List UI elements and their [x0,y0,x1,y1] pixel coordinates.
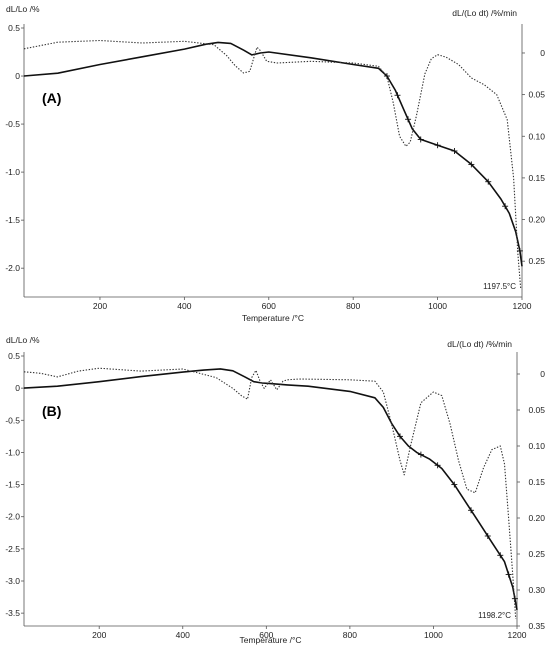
y-right-tick-label: 0.25 [528,549,545,559]
y-left-tick-label: -1.0 [5,167,20,177]
curve-marker [505,571,512,578]
y-right-tick-label: 0.20 [528,513,545,523]
curve-marker [434,462,441,469]
y-right-tick-label: 0.05 [528,90,545,100]
y-left-tick-label: -2.5 [5,544,20,554]
curve-marker [434,142,441,149]
x-tick-label: 200 [93,301,107,311]
curve-marker [516,247,523,254]
x-tick-label: 1200 [513,301,532,311]
curve-marker [468,507,475,514]
x-tick-label: 1000 [428,301,447,311]
curve-marker [485,178,492,185]
x-tick-label: 800 [343,630,357,640]
y-left-tick-label: -2.0 [5,263,20,273]
y-left-tick-label: -3.0 [5,576,20,586]
y-right-axis-title: dL/(Lo dt) /%/min [452,8,517,18]
x-tick-label: 400 [177,301,191,311]
y-left-tick-label: 0.5 [8,23,20,33]
curve-marker [405,116,412,123]
x-tick-label: 200 [92,630,106,640]
x-tick-label: 1000 [424,630,443,640]
x-tick-label: 1200 [508,630,527,640]
end-temperature-annotation: 1198.2°C [478,611,511,620]
curve-marker [383,73,390,80]
y-left-tick-label: 0 [15,383,20,393]
chart-panel-a: 200 400 600 800 1000 1200 0.5 0 -0.5 -1.0 -1.5 -2.0… [5,4,545,323]
shrinkage-rate-curve [23,39,522,289]
y-right-tick-label: 0.15 [528,477,545,487]
x-tick-label: 400 [176,630,190,640]
y-left-tick-label: -1.5 [5,480,20,490]
y-left-tick-label: -3.5 [5,608,20,618]
y-right-tick-label: 0.30 [528,585,545,595]
curve-marker [417,451,424,458]
y-left-axis-title: dL/Lo /% [6,4,40,14]
y-left-tick-label: 0.5 [8,351,20,361]
shrinkage-rate-curve [23,367,517,619]
y-left-tick-label: -0.5 [5,415,20,425]
shrinkage-curve [23,368,518,611]
curve-marker [397,433,404,440]
shrinkage-curve [23,41,523,267]
y-right-tick-label: 0.10 [528,131,545,141]
y-left-tick-label: -0.5 [5,119,20,129]
x-axis-title: Temperature /°C [242,313,304,323]
y-left-tick-label: 0 [15,71,20,81]
y-left-axis-title: dL/Lo /% [6,335,40,345]
y-right-tick-label: 0.25 [528,256,545,266]
y-left-tick-label: -1.0 [5,447,20,457]
curve-marker [417,136,424,143]
y-right-tick-label: 0.10 [528,441,545,451]
x-tick-label: 800 [346,301,360,311]
curve-marker [394,92,401,99]
y-left-tick-label: -1.5 [5,215,20,225]
x-tick-label: 600 [262,301,276,311]
panel-label: (B) [42,403,61,419]
panel-label: (A) [42,90,61,106]
x-tick-label: 600 [259,630,273,640]
y-left-tick-label: -2.0 [5,512,20,522]
y-right-axis-title: dL/(Lo dt) /%/min [447,339,512,349]
chart-panel-b: 200 400 600 800 1000 1200 0.5 0 -0.5 -1.0 -1.5 -2.0… [5,335,545,645]
y-right-tick-label: 0 [540,369,545,379]
curve-marker [451,147,458,154]
curve-marker [484,533,491,539]
y-right-tick-label: 0.15 [528,173,545,183]
curve-marker [502,203,509,210]
curve-marker [497,552,504,559]
y-right-tick-label: 0.35 [528,621,545,631]
curve-marker [451,481,458,488]
y-right-tick-label: 0 [540,48,545,58]
y-right-tick-label: 0.05 [528,405,545,415]
x-axis-title: Temperature /°C [240,635,302,645]
curve-marker [511,595,518,602]
end-temperature-annotation: 1197.5°C [483,282,516,291]
curve-marker [468,161,475,168]
y-right-tick-label: 0.20 [528,215,545,225]
